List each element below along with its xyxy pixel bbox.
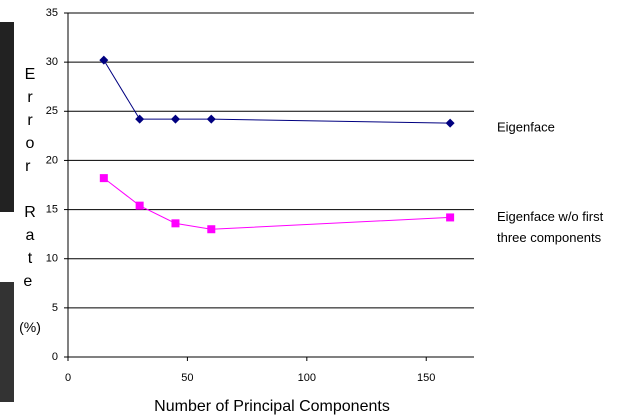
series-line (104, 178, 450, 229)
x-tick-label: 150 (417, 372, 435, 384)
marker (171, 115, 180, 124)
y-tick-label: 25 (46, 105, 58, 117)
marker (135, 115, 144, 124)
legend-label: Eigenface (497, 119, 555, 134)
marker (207, 115, 216, 124)
marker (446, 119, 455, 128)
x-axis-label: Number of Principal Components (154, 398, 390, 415)
y-tick-label: 30 (46, 56, 58, 68)
y-tick-label: 0 (52, 351, 58, 363)
y-tick-label: 15 (46, 203, 58, 215)
y-tick-label: 5 (52, 302, 58, 314)
marker (171, 219, 179, 227)
marker (207, 225, 215, 233)
x-tick-label: 50 (181, 372, 193, 384)
x-tick-label: 0 (65, 372, 71, 384)
y-tick-label: 20 (46, 154, 58, 166)
background-image-fragment (0, 282, 14, 402)
series-line (104, 60, 450, 123)
marker (100, 174, 108, 182)
y-tick-label: 35 (46, 7, 58, 19)
legend-label: Eigenface w/o first three components (497, 209, 607, 245)
marker (99, 56, 108, 65)
marker (136, 202, 144, 210)
background-image-fragment (0, 22, 14, 212)
x-tick-label: 100 (298, 372, 316, 384)
chart: Number of Principal Components 0 5 10 15 20 2… (0, 0, 627, 417)
y-tick-label: 10 (46, 253, 58, 265)
marker (446, 213, 454, 221)
